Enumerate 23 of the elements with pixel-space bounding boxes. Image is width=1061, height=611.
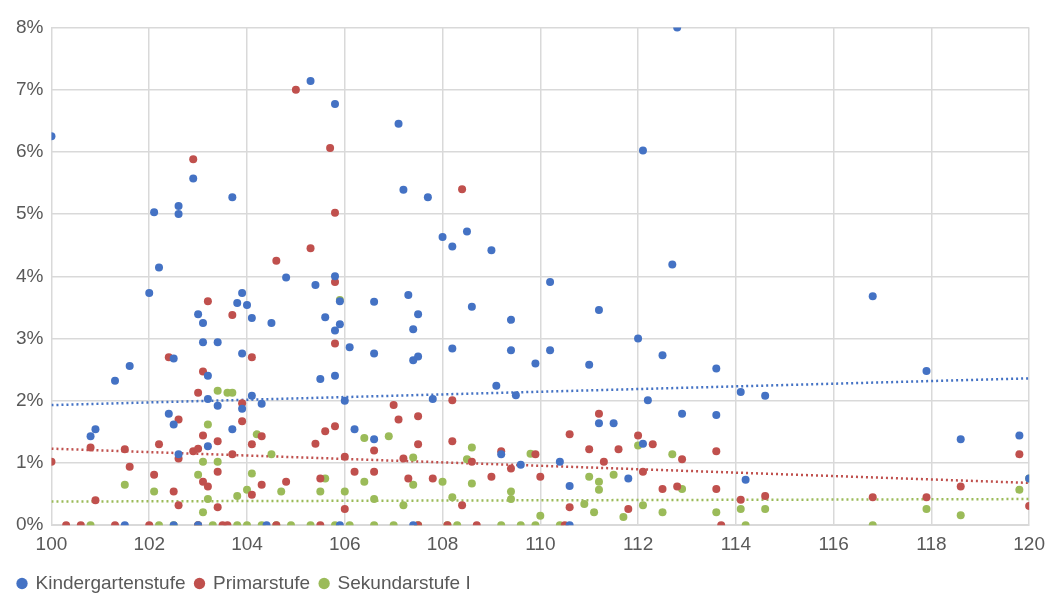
y-tick-label: 0%: [15, 513, 44, 535]
x-tick-label: 116: [818, 532, 849, 554]
x-tick-label: 104: [231, 532, 264, 554]
x-tick-label: 106: [328, 532, 361, 554]
x-tick-label: 114: [720, 532, 752, 554]
x-tick-label: 100: [35, 532, 68, 554]
x-tick-label: 110: [525, 532, 556, 554]
legend-label: Kindergartenstufe: [35, 571, 186, 593]
y-tick-label: 8%: [15, 15, 44, 37]
y-tick-label: 5%: [15, 202, 44, 224]
y-tick-label: 6%: [15, 140, 44, 162]
y-tick-label: 1%: [15, 451, 44, 473]
legend-label: Primarstufe: [212, 571, 311, 593]
y-tick-label: 2%: [15, 388, 44, 410]
legend-label: Sekundarstufe I: [337, 571, 471, 593]
y-tick-label: 7%: [15, 77, 44, 99]
x-tick-label: 118: [916, 532, 947, 554]
x-tick-label: 108: [426, 532, 459, 554]
x-tick-label: 120: [1013, 532, 1045, 554]
x-tick-label: 112: [622, 532, 654, 554]
y-tick-label: 4%: [15, 264, 44, 286]
y-tick-label: 3%: [15, 326, 44, 348]
x-tick-label: 102: [133, 532, 166, 554]
